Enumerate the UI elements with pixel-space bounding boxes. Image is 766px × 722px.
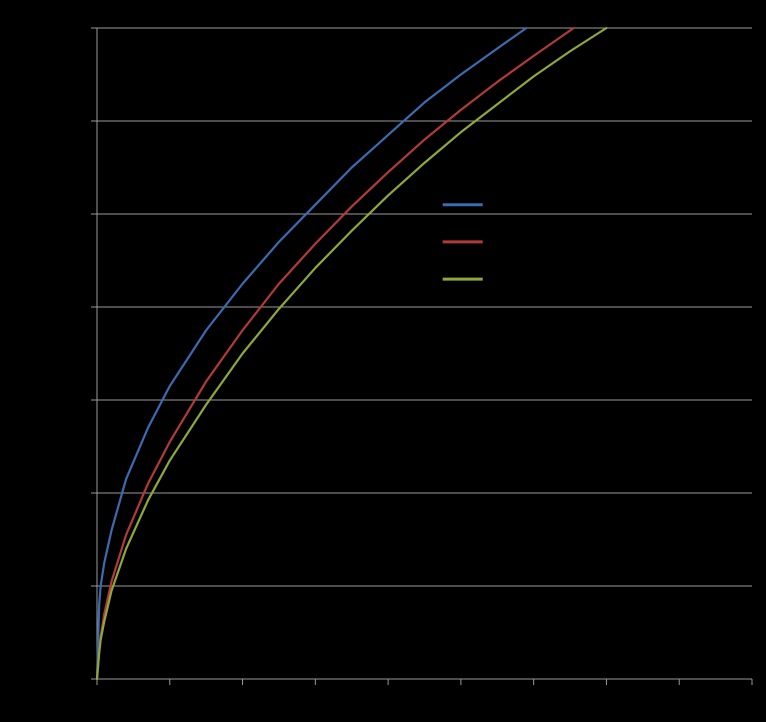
line-chart <box>0 0 766 722</box>
chart-background <box>0 0 766 722</box>
